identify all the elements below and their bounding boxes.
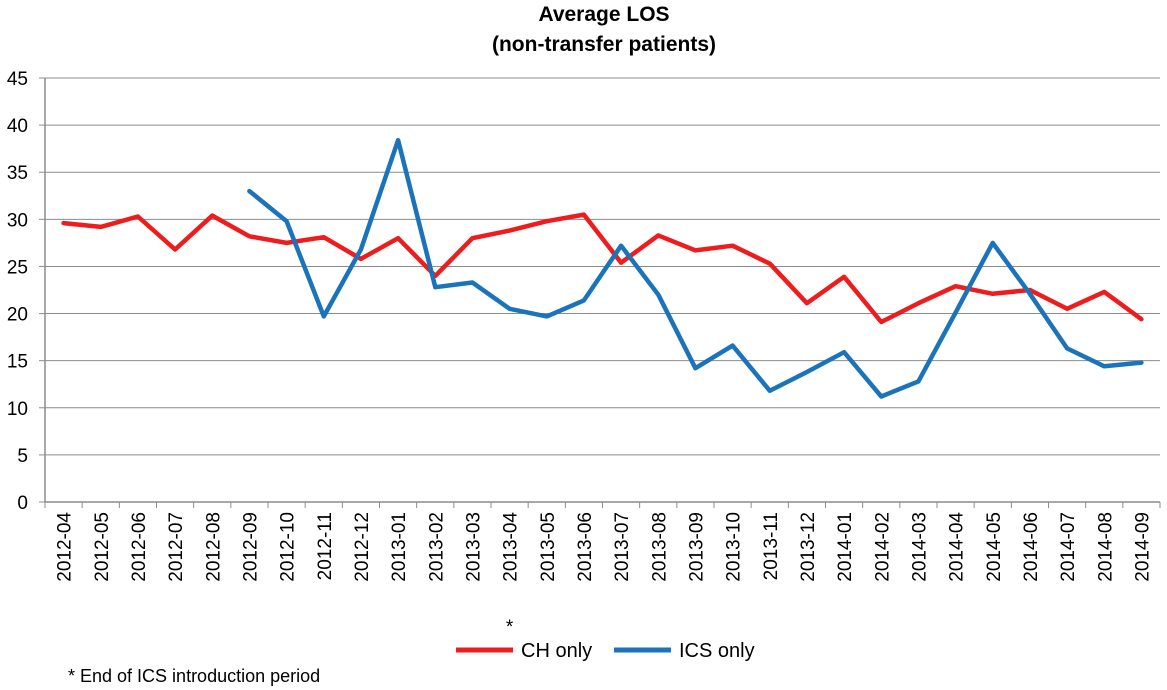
x-tick-label-2012-12: 2012-12 [352,512,373,582]
x-tick-label-2014-07: 2014-07 [1058,512,1079,582]
x-tick-label-2013-02: 2013-02 [426,512,447,582]
x-tick-label-2013-09: 2013-09 [686,512,707,582]
annotation-marker: * [506,617,514,638]
x-tick-label-2013-08: 2013-08 [649,512,670,582]
x-tick-label-2013-07: 2013-07 [612,512,633,582]
x-tick-label-2013-05: 2013-05 [538,512,559,582]
x-tick-label-2012-05: 2012-05 [92,512,113,582]
x-tick-label-2012-07: 2012-07 [166,512,187,582]
footnote: * End of ICS introduction period [68,666,320,686]
y-tick-label-45: 45 [7,69,28,90]
y-tick-label-0: 0 [17,493,28,514]
x-tick-label-2013-03: 2013-03 [463,512,484,582]
x-tick-label-2013-06: 2013-06 [575,512,596,582]
series-line-ics-only [247,137,1144,399]
x-tick-label-2012-04: 2012-04 [55,512,76,582]
x-tick-label-2014-05: 2014-05 [984,512,1005,582]
x-tick-label-2014-08: 2014-08 [1095,512,1116,582]
grid-lines [39,77,1160,503]
series-line-ch-only [61,212,1144,325]
x-tick-label-2013-01: 2013-01 [389,512,410,582]
y-tick-label-25: 25 [7,257,28,278]
x-tick-label-2013-04: 2013-04 [501,512,522,582]
legend: CH only ICS only [456,640,755,662]
x-tick-label-2012-09: 2012-09 [240,512,261,582]
legend-label-ch-only: CH only [521,640,592,662]
x-tick-label-2013-11: 2013-11 [761,512,782,580]
x-tick-label-2012-11: 2012-11 [315,512,336,580]
chart-subtitle: (non-transfer patients) [492,33,716,56]
y-tick-label-5: 5 [17,446,28,467]
x-tick-label-2014-01: 2014-01 [835,512,856,582]
y-tick-label-15: 15 [7,352,28,373]
chart-title: Average LOS [538,3,669,26]
x-tick-label-2014-03: 2014-03 [909,512,930,582]
x-tick-label-2014-02: 2014-02 [872,512,893,582]
x-tick-label-2014-06: 2014-06 [1021,512,1042,582]
y-axis-tick-labels: 0 5 10 15 20 25 30 35 40 45 [7,69,28,514]
x-tick-label-2012-06: 2012-06 [129,512,150,582]
x-tick-label-2013-10: 2013-10 [724,512,745,582]
y-tick-label-35: 35 [7,163,28,184]
x-tick-label-2012-10: 2012-10 [278,512,299,582]
x-axis-tick-labels: 2012-04 2012-05 2012-06 2012-07 2012-08 2012-… [55,512,1154,582]
series-lines [61,137,1144,399]
legend-label-ics-only: ICS only [679,640,755,662]
y-tick-label-10: 10 [7,399,28,420]
y-tick-label-20: 20 [7,305,28,326]
x-tick-label-2014-09: 2014-09 [1132,512,1153,582]
x-tick-label-2014-04: 2014-04 [947,512,968,582]
axes [44,78,1161,508]
x-tick-label-2012-08: 2012-08 [203,512,224,582]
y-tick-label-30: 30 [7,210,28,231]
x-tick-label-2013-12: 2013-12 [798,512,819,582]
y-tick-label-40: 40 [7,116,28,137]
